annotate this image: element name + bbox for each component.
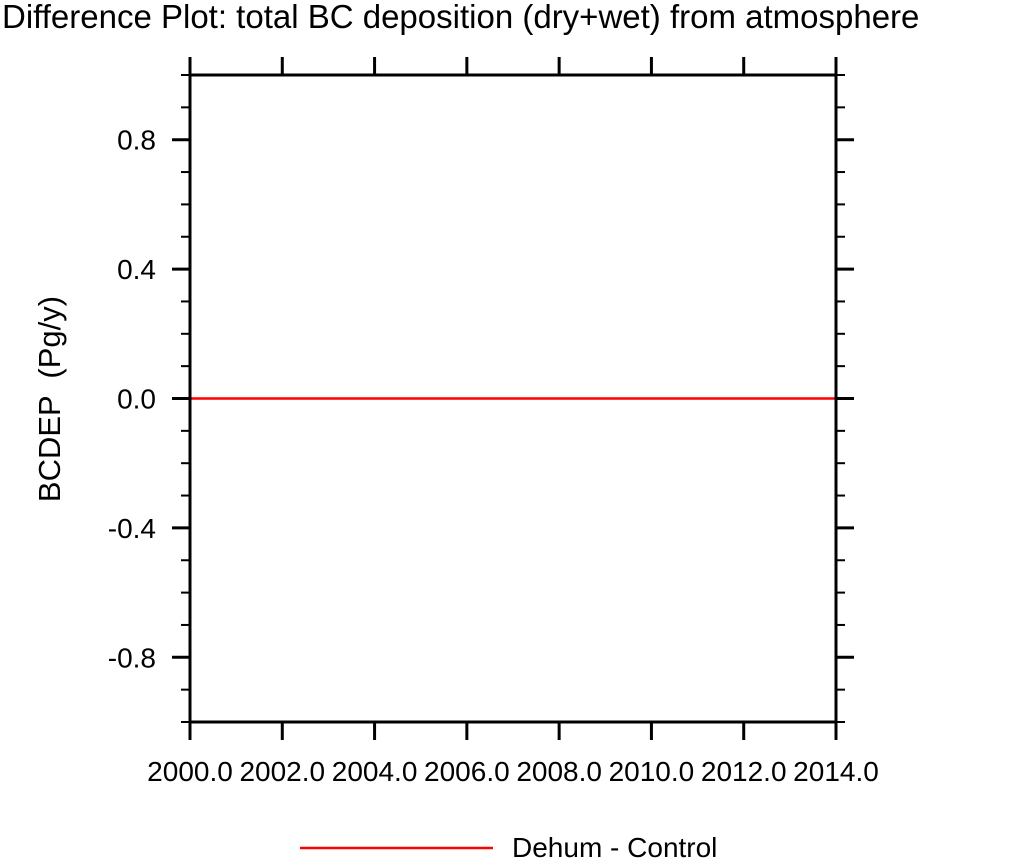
- y-tick-label: -0.4: [108, 513, 156, 544]
- legend: Dehum - Control: [300, 832, 717, 861]
- y-tick-label: 0.0: [117, 384, 156, 415]
- x-tick-label: 2004.0: [332, 756, 418, 787]
- x-tick-label: 2012.0: [701, 756, 787, 787]
- y-tick-label: -0.8: [108, 642, 156, 673]
- x-tick-label: 2010.0: [609, 756, 695, 787]
- y-axis-title: BCDEP (Pg/y): [32, 296, 67, 502]
- x-tick-label: 2014.0: [793, 756, 879, 787]
- y-tick-label: 0.8: [117, 125, 156, 156]
- x-tick-label: 2008.0: [516, 756, 602, 787]
- x-tick-label: 2006.0: [424, 756, 510, 787]
- plot-box: [188, 73, 838, 724]
- legend-label: Dehum - Control: [512, 832, 717, 861]
- x-tick-label: 2000.0: [147, 756, 233, 787]
- x-tick-label: 2002.0: [239, 756, 325, 787]
- y-tick-label: 0.4: [117, 254, 156, 285]
- axis-ticks-layer: 2000.0 2002.0 2004.0 2006.0 2008.0 2010.0 2012…: [108, 57, 879, 787]
- plot-title: Difference Plot: total BC deposition (dr…: [2, 0, 919, 35]
